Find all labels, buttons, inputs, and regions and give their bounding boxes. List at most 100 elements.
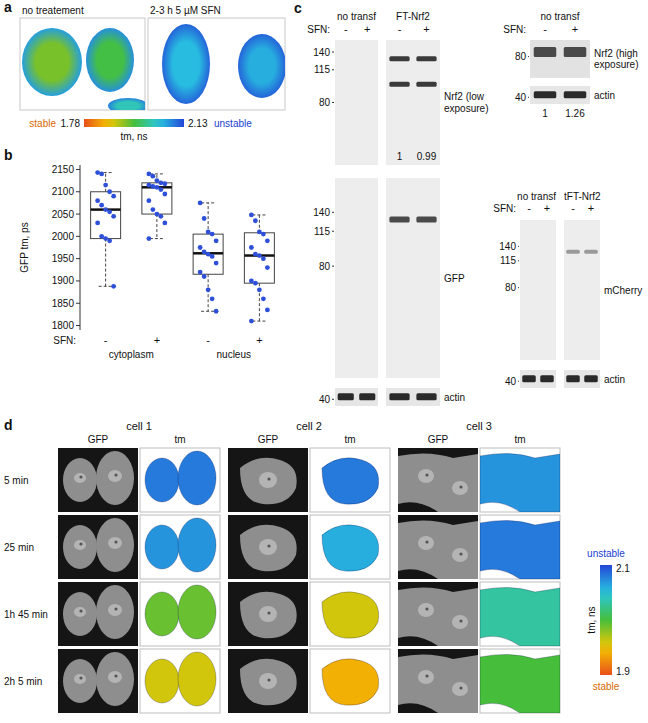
y-tick-label: 1850: [52, 298, 75, 309]
box: [91, 192, 121, 239]
tile-background: [480, 649, 560, 713]
tm-cells: [145, 585, 216, 639]
tm-cell: [322, 458, 379, 504]
band: [416, 216, 436, 222]
tile-background: [310, 582, 390, 646]
colorbar-title: tm, ns: [120, 131, 147, 142]
nucleus: [418, 603, 434, 617]
y-tick-label: 2000: [52, 231, 75, 242]
band: [359, 393, 375, 400]
point: [210, 296, 215, 301]
panel-letter: d: [4, 417, 13, 433]
band: [566, 375, 580, 382]
nucleolus: [425, 473, 428, 476]
x-axis-title: SFN:: [53, 335, 76, 346]
y-tick-label: 1950: [52, 253, 75, 264]
tm-tile: [310, 582, 390, 646]
nucleolus: [425, 607, 428, 610]
nucleolus: [425, 540, 428, 543]
nucleolus: [267, 477, 270, 480]
marker-tick: [518, 381, 519, 382]
band: [389, 56, 409, 61]
band: [584, 375, 598, 382]
tm-cells: [145, 652, 216, 706]
tile-background: [398, 448, 478, 512]
nucleolus: [79, 475, 82, 478]
channel-header: tm: [174, 434, 185, 445]
band: [389, 393, 409, 400]
whisker-low: [99, 239, 113, 287]
point: [249, 319, 254, 324]
gfp-cell: [63, 458, 97, 502]
blot-strip: [520, 220, 556, 360]
image-cells: [22, 28, 145, 110]
tm-tile: [480, 515, 560, 579]
point: [206, 287, 211, 292]
marker-tick: [332, 52, 334, 53]
tm-cell: [145, 458, 179, 502]
group-header: no transf: [517, 191, 556, 202]
marker-tick: [332, 102, 334, 103]
channel-header: GFP: [88, 434, 109, 445]
box: [244, 233, 274, 283]
marker-label: 40: [515, 92, 527, 103]
point: [261, 296, 266, 301]
blot-strip: [386, 40, 440, 165]
point: [107, 189, 112, 194]
gfp-cell: [398, 654, 478, 713]
blot-strip: [564, 220, 600, 360]
tm-cell: [178, 585, 216, 639]
nucleus: [108, 470, 122, 482]
blot-strip: [530, 40, 590, 78]
gfp-cell: [240, 525, 297, 571]
gfp-cells: [398, 520, 478, 579]
gfp-cells: [398, 587, 478, 646]
marker-tick: [518, 287, 519, 288]
marker-tick: [528, 56, 529, 57]
y-tick-label: 2050: [52, 209, 75, 220]
colorbar-tick: 2.1: [616, 563, 630, 574]
group-header: no transf: [337, 11, 376, 22]
point: [249, 245, 254, 250]
image-frame: [148, 18, 285, 110]
gfp-tile: [228, 448, 308, 512]
cell-header: cell 2: [296, 420, 322, 432]
blot-strip: [564, 370, 600, 388]
point: [253, 218, 258, 223]
tile-background: [310, 649, 390, 713]
lane-label: +: [544, 202, 550, 214]
band: [584, 250, 598, 254]
x-tick-label: -: [104, 334, 108, 346]
point: [111, 194, 116, 199]
quantification: 1.26: [565, 108, 585, 119]
tile-background: [228, 448, 308, 512]
tile-background: [58, 448, 138, 512]
strip-label: mCherry: [604, 285, 642, 296]
marker-label: 115: [500, 255, 516, 266]
nucleus: [418, 536, 434, 550]
panel-letter: b: [4, 147, 13, 163]
gfp-cell: [96, 585, 134, 639]
y-tick: [76, 303, 80, 304]
colorbar-tick: 2.13: [188, 118, 208, 129]
point: [198, 270, 203, 275]
marker-label: 80: [505, 282, 517, 293]
nucleus: [452, 615, 468, 629]
nucleus: [452, 548, 468, 562]
tile-background: [228, 582, 308, 646]
y-tick: [76, 280, 80, 281]
marker-tick: [518, 246, 519, 247]
panel-letter: c: [294, 0, 302, 16]
quantification: 0.99: [417, 151, 437, 162]
nucleus: [418, 469, 434, 483]
tm-cells: [480, 520, 560, 579]
channel-header: tm: [514, 434, 525, 445]
colorbar-tick: 1.9: [616, 666, 630, 677]
gfp-cell: [240, 659, 297, 705]
gfp-cells: [63, 518, 134, 572]
label-line: actin: [444, 392, 465, 403]
nucleus: [418, 670, 434, 684]
point: [202, 274, 207, 279]
bands: [389, 216, 436, 222]
whisker-low: [201, 274, 215, 311]
